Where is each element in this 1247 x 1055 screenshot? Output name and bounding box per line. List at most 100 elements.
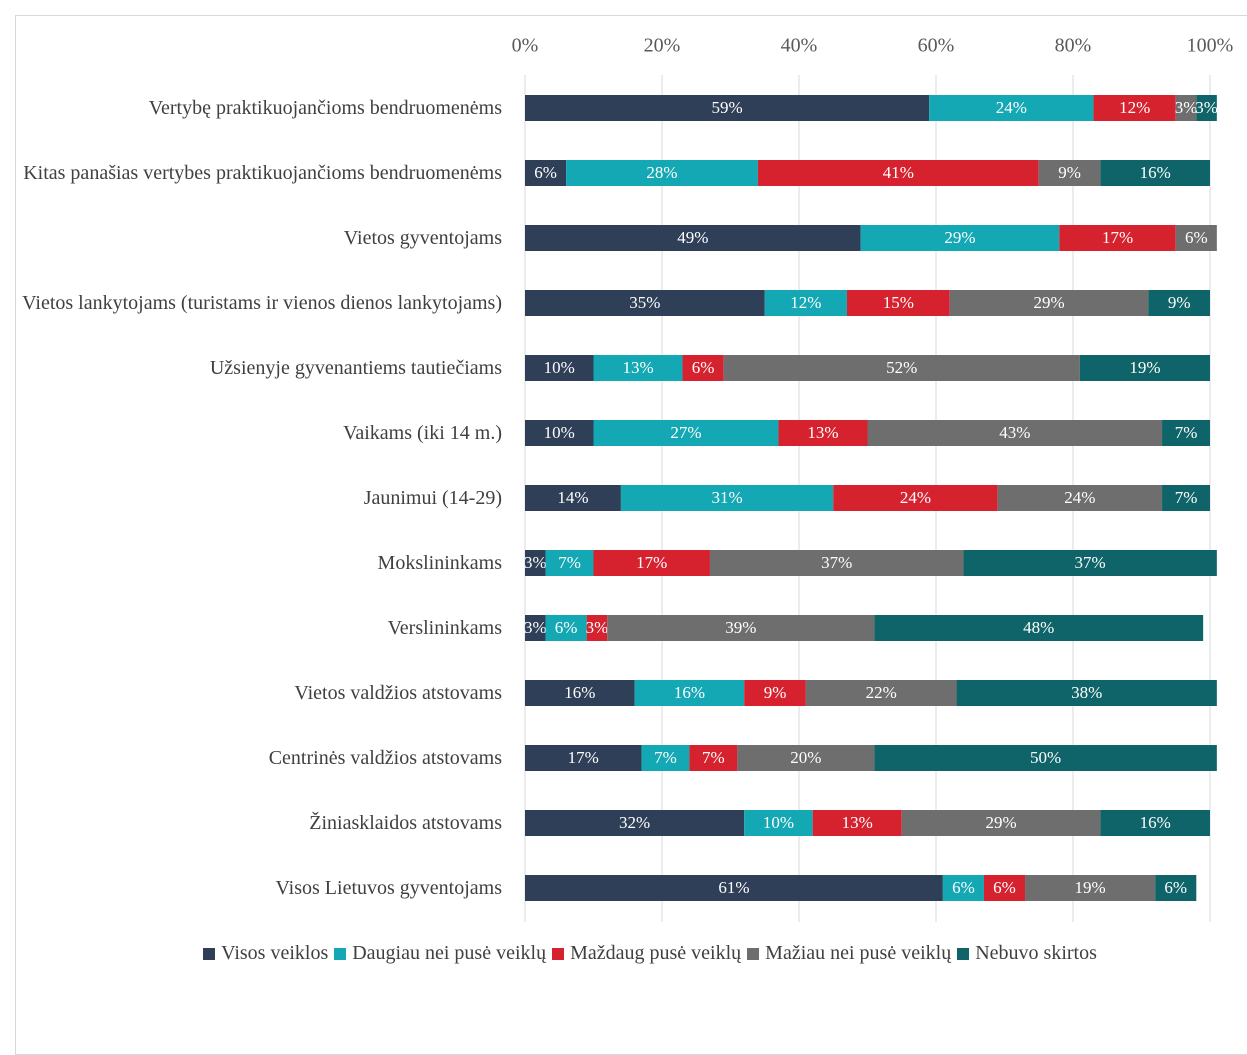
x-tick-label: 40% bbox=[781, 35, 818, 57]
bar-segment bbox=[833, 485, 998, 511]
bar-segment bbox=[525, 485, 621, 511]
data-label: 12% bbox=[790, 293, 821, 312]
bar-segment bbox=[737, 745, 875, 771]
legend-item: Nebuvo skirtos bbox=[957, 942, 1097, 965]
category-label: Mokslininkams bbox=[377, 552, 502, 574]
data-label: 6% bbox=[993, 878, 1016, 897]
legend-label: Maždaug pusė veiklų bbox=[570, 942, 742, 964]
bar-segment bbox=[744, 680, 806, 706]
data-label: 9% bbox=[764, 683, 787, 702]
data-label: 24% bbox=[1064, 488, 1095, 507]
bar-segment bbox=[1059, 225, 1176, 251]
data-label: 3% bbox=[1175, 98, 1198, 117]
legend-label: Mažiau nei pusė veiklų bbox=[765, 942, 952, 964]
data-label: 6% bbox=[534, 163, 557, 182]
x-tick-label: 100% bbox=[1187, 35, 1234, 57]
category-label: Vaikams (iki 14 m.) bbox=[343, 422, 502, 444]
bar-segment bbox=[545, 615, 587, 641]
legend-swatch bbox=[203, 947, 216, 960]
category-label: Vietos gyventojams bbox=[343, 227, 502, 249]
bar-segment bbox=[983, 875, 1026, 901]
legend-swatch bbox=[957, 947, 970, 960]
bar-segment bbox=[1162, 485, 1210, 511]
data-label: 19% bbox=[1075, 878, 1106, 897]
bar-segment bbox=[723, 355, 1080, 381]
data-label: 59% bbox=[711, 98, 742, 117]
bar-segment bbox=[525, 160, 567, 186]
bar-segment bbox=[1093, 95, 1176, 121]
bar-segment bbox=[1100, 160, 1210, 186]
legend-item: Visos veiklos bbox=[203, 942, 328, 965]
bar-segment bbox=[1100, 810, 1210, 836]
data-label: 13% bbox=[622, 358, 653, 377]
legend-label: Daugiau nei pusė veiklų bbox=[352, 942, 547, 964]
data-label: 14% bbox=[557, 488, 588, 507]
data-label: 7% bbox=[1175, 488, 1198, 507]
bar-segment bbox=[586, 615, 608, 641]
bar-segment bbox=[1155, 875, 1197, 901]
bar-segment bbox=[764, 290, 847, 316]
bar-segment bbox=[525, 810, 745, 836]
data-label: 38% bbox=[1071, 683, 1102, 702]
legend-swatch bbox=[334, 947, 347, 960]
x-tick-label: 0% bbox=[512, 35, 539, 57]
data-label: 37% bbox=[821, 553, 852, 572]
data-label: 39% bbox=[725, 618, 756, 637]
data-label: 35% bbox=[629, 293, 660, 312]
legend-item: Maždaug pusė veiklų bbox=[552, 942, 741, 965]
bar-segment bbox=[1079, 355, 1210, 381]
data-label: 41% bbox=[883, 163, 914, 182]
data-label: 3% bbox=[586, 618, 609, 637]
bar-segment bbox=[566, 160, 758, 186]
bar-segment bbox=[607, 615, 875, 641]
data-label: 6% bbox=[1185, 228, 1208, 247]
data-label: 10% bbox=[763, 813, 794, 832]
category-label: Vertybę praktikuojančioms bendruomenėms bbox=[148, 97, 502, 119]
bar-segment bbox=[682, 355, 724, 381]
bar-segment bbox=[1038, 160, 1101, 186]
data-label: 29% bbox=[985, 813, 1016, 832]
bar-segment bbox=[525, 745, 642, 771]
data-label: 16% bbox=[1140, 163, 1171, 182]
x-tick-label: 80% bbox=[1055, 35, 1092, 57]
bar-segment bbox=[1162, 420, 1210, 446]
bar-segment bbox=[1148, 290, 1210, 316]
data-label: 32% bbox=[619, 813, 650, 832]
data-label: 52% bbox=[886, 358, 917, 377]
bar-segment bbox=[525, 95, 930, 121]
bar-segment bbox=[525, 290, 765, 316]
data-label: 29% bbox=[944, 228, 975, 247]
data-label: 10% bbox=[544, 423, 575, 442]
bar-segment bbox=[949, 290, 1149, 316]
x-tick-label: 20% bbox=[644, 35, 681, 57]
bar-segment bbox=[1175, 225, 1217, 251]
data-label: 49% bbox=[677, 228, 708, 247]
data-label: 31% bbox=[711, 488, 742, 507]
data-label: 6% bbox=[952, 878, 975, 897]
bar-segment bbox=[525, 420, 594, 446]
bar-segment bbox=[634, 680, 745, 706]
category-label: Centrinės valdžios atstovams bbox=[268, 747, 502, 769]
data-label: 17% bbox=[1102, 228, 1133, 247]
bar-segment bbox=[812, 810, 902, 836]
data-label: 16% bbox=[1140, 813, 1171, 832]
data-label: 19% bbox=[1129, 358, 1160, 377]
bar-segment bbox=[620, 485, 834, 511]
legend-label: Nebuvo skirtos bbox=[975, 942, 1097, 964]
bar-segment bbox=[997, 485, 1163, 511]
bar-segment bbox=[689, 745, 738, 771]
bar-segment bbox=[593, 420, 779, 446]
data-label: 13% bbox=[842, 813, 873, 832]
bar-segment bbox=[860, 225, 1060, 251]
data-label: 9% bbox=[1168, 293, 1191, 312]
data-label: 3% bbox=[524, 618, 547, 637]
bar-segment bbox=[641, 745, 690, 771]
category-label: Visos Lietuvos gyventojams bbox=[275, 877, 502, 899]
data-label: 16% bbox=[564, 683, 595, 702]
data-label: 16% bbox=[674, 683, 705, 702]
data-label: 28% bbox=[646, 163, 677, 182]
data-label: 3% bbox=[524, 553, 547, 572]
bar-segment bbox=[525, 615, 546, 641]
